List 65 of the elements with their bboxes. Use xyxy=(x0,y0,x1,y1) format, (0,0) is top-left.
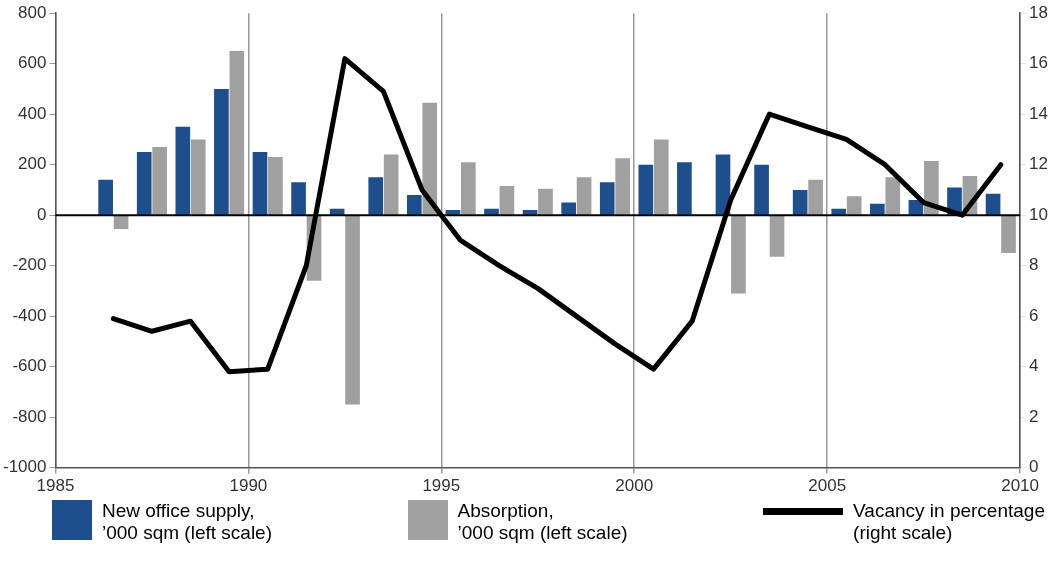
bar xyxy=(175,126,191,215)
bar xyxy=(792,189,808,215)
bar xyxy=(677,162,692,215)
bar xyxy=(615,158,630,215)
bar xyxy=(754,164,769,215)
y-tick-label: 600 xyxy=(18,53,47,73)
bar xyxy=(461,162,476,215)
bar xyxy=(885,177,901,215)
bar xyxy=(383,154,399,215)
y-tick-label: -1000 xyxy=(3,457,47,477)
y2-tick-label: 0 xyxy=(1029,457,1039,477)
bar xyxy=(268,157,283,215)
y2-tick-label: 6 xyxy=(1029,305,1039,325)
y2-tick-label: 18 xyxy=(1029,2,1049,22)
bar xyxy=(561,202,576,215)
bar xyxy=(576,177,592,215)
bar xyxy=(1001,215,1016,254)
legend-label: Vacancy in percentage (right scale) xyxy=(853,500,1045,544)
y-tick-label: 800 xyxy=(18,2,47,22)
bar xyxy=(985,193,1001,215)
bar xyxy=(229,51,245,215)
bar xyxy=(538,188,553,215)
y-tick-label: -600 xyxy=(12,356,47,376)
y-tick-label: -200 xyxy=(12,255,47,275)
x-tick-label: 1995 xyxy=(422,476,461,496)
bar xyxy=(113,215,129,230)
y2-tick-label: 2 xyxy=(1029,406,1039,426)
y2-tick-label: 12 xyxy=(1029,154,1049,174)
bar xyxy=(653,139,669,215)
x-tick-label: 2010 xyxy=(1001,476,1039,496)
bar xyxy=(214,88,229,215)
y-tick-label: -400 xyxy=(12,305,47,325)
bar xyxy=(846,196,862,215)
y-tick-label: 0 xyxy=(37,204,47,224)
bar xyxy=(252,152,268,215)
y2-tick-label: 16 xyxy=(1029,53,1049,73)
bar xyxy=(422,102,438,215)
y2-tick-label: 8 xyxy=(1029,255,1039,275)
x-tick-label: 2000 xyxy=(615,476,654,496)
y-tick-label: -800 xyxy=(12,406,47,426)
bar xyxy=(190,139,206,215)
bar xyxy=(136,152,152,215)
x-tick-label: 2005 xyxy=(808,476,847,496)
bar xyxy=(599,182,615,215)
legend-label: Absorption, ’000 sqm (left scale) xyxy=(457,500,628,544)
bar xyxy=(731,215,746,294)
bar xyxy=(406,194,422,215)
bar xyxy=(808,179,823,215)
legend-label: New office supply, ’000 sqm (left scale) xyxy=(102,500,273,544)
bar xyxy=(345,215,360,405)
x-tick-label: 1985 xyxy=(36,476,75,496)
x-tick-label: 1990 xyxy=(229,476,268,496)
y2-tick-label: 10 xyxy=(1029,204,1049,224)
y-tick-label: 200 xyxy=(18,154,47,174)
y2-tick-label: 14 xyxy=(1029,103,1049,123)
bar xyxy=(291,182,306,215)
y2-tick-label: 4 xyxy=(1029,356,1039,376)
y-tick-label: 400 xyxy=(18,103,47,123)
bar xyxy=(870,203,885,215)
bar xyxy=(499,186,515,215)
bar xyxy=(638,164,654,215)
bar xyxy=(769,215,785,257)
bar xyxy=(152,147,167,215)
bar xyxy=(368,177,384,215)
bar xyxy=(98,179,113,215)
